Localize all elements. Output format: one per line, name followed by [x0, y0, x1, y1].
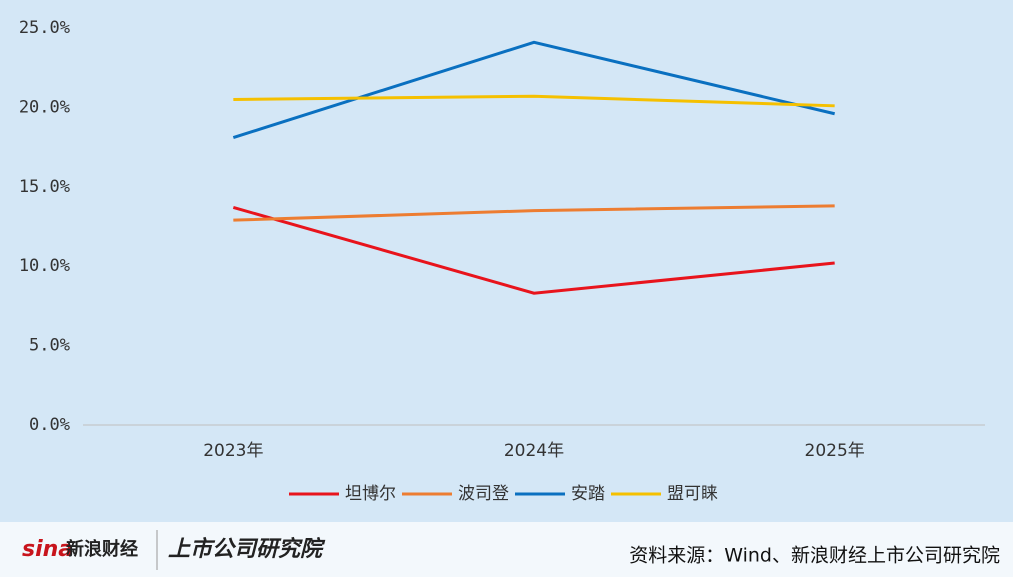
footer-logo-sina: sina [22, 537, 73, 562]
footer-source: 资料来源：Wind、新浪财经上市公司研究院 [629, 545, 1000, 567]
legend-label: 坦博尔 [345, 484, 396, 504]
footer-band [0, 522, 1013, 577]
series-line [232, 206, 835, 295]
y-tick-label: 0.0% [29, 415, 70, 435]
series-line [233, 204, 835, 222]
y-tick-label: 25.0% [19, 18, 70, 38]
legend-label: 盟可睐 [667, 484, 718, 504]
y-tick-label: 10.0% [19, 256, 70, 276]
y-tick-label: 20.0% [19, 97, 70, 117]
x-tick-label: 2024年 [504, 441, 564, 461]
y-tick-label: 15.0% [19, 177, 70, 197]
footer-logo-name: 新浪财经 [66, 538, 138, 560]
x-tick-label: 2025年 [805, 441, 865, 461]
legend-label: 安踏 [571, 484, 605, 504]
footer-brand: 上市公司研究院 [168, 536, 326, 562]
y-tick-label: 5.0% [29, 336, 70, 356]
series-line [232, 40, 836, 140]
legend-label: 波司登 [458, 484, 509, 504]
series-line [233, 94, 835, 108]
x-tick-label: 2023年 [203, 441, 263, 461]
